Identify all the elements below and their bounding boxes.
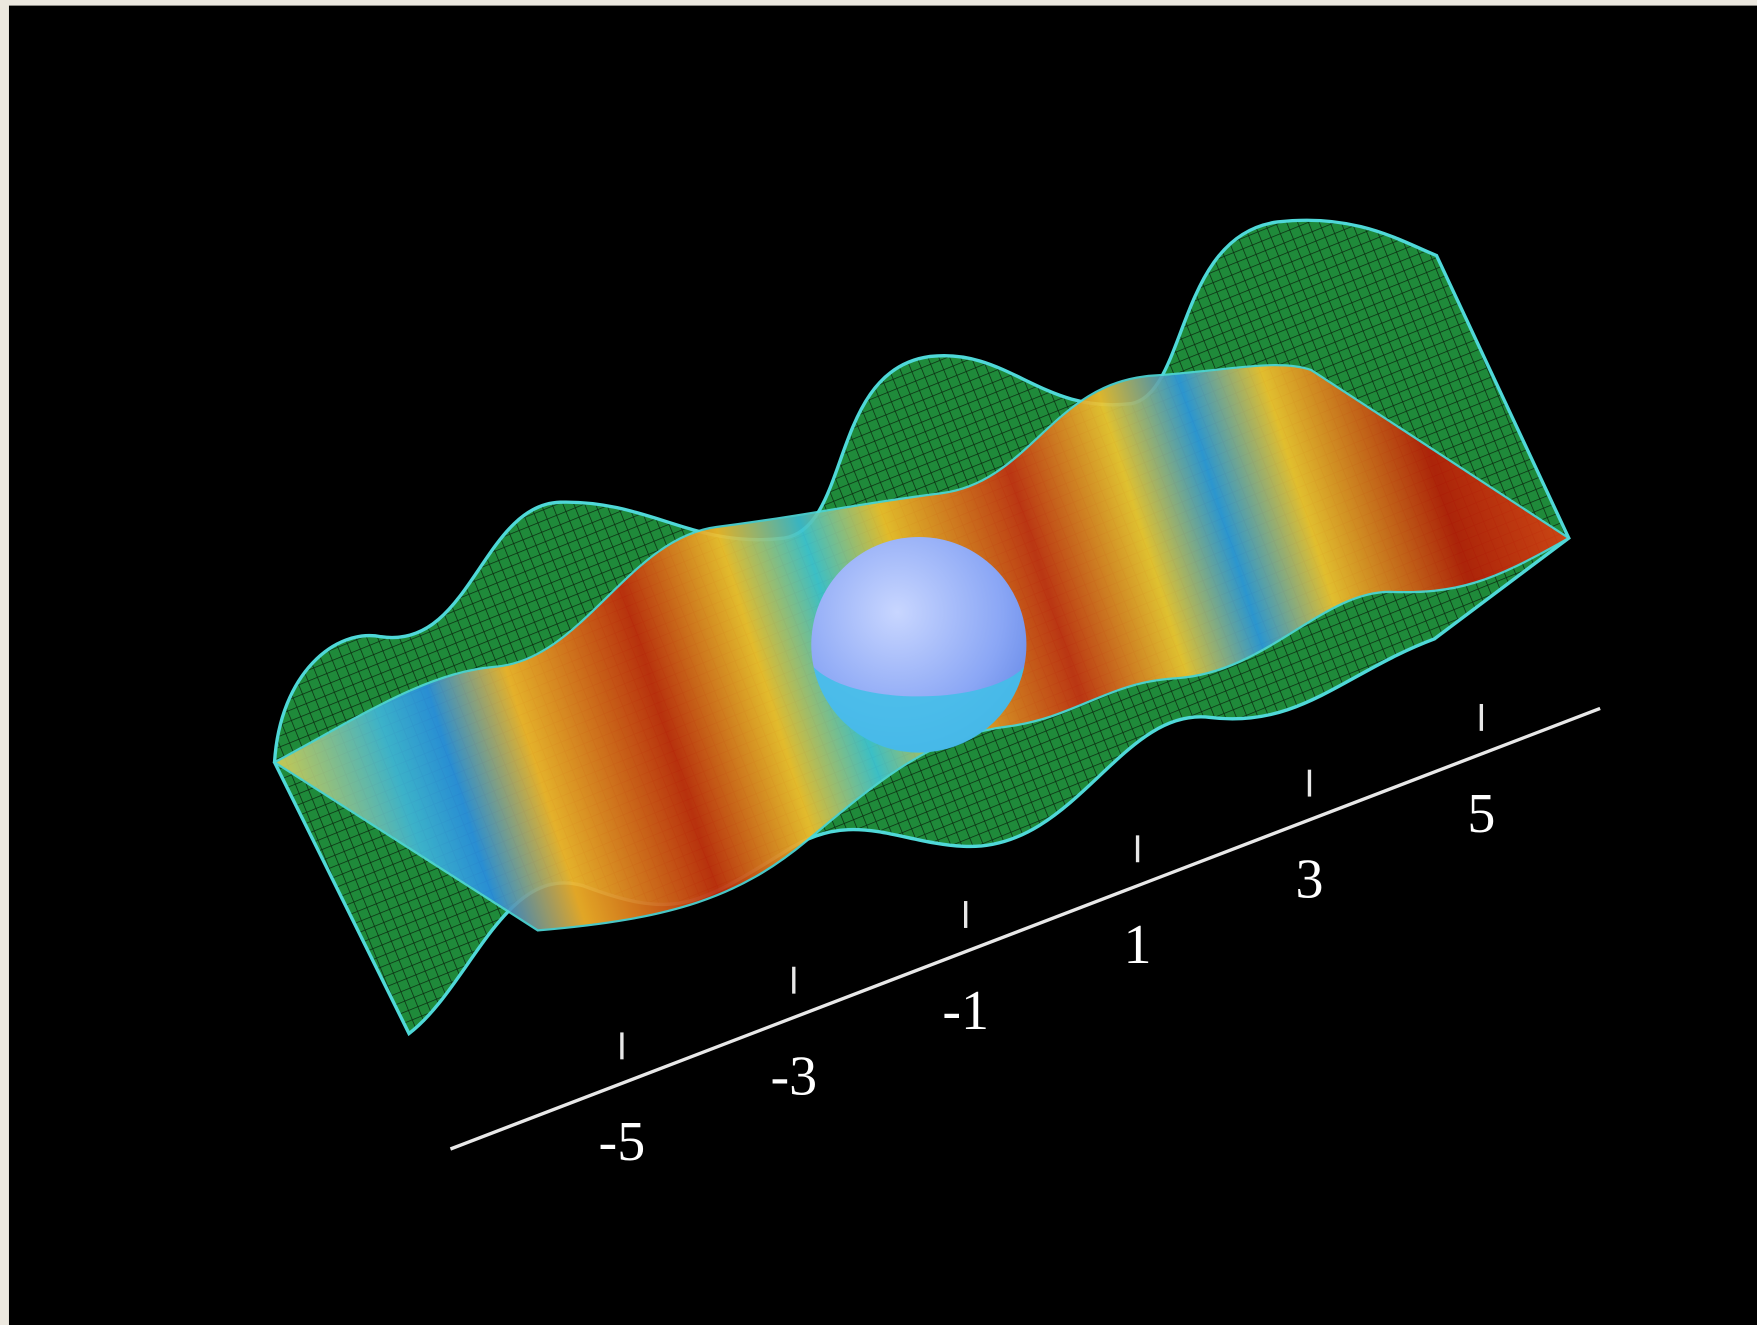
tick-label: 3 [1295, 848, 1323, 910]
tick-label: -5 [599, 1111, 646, 1173]
tick-label: 5 [1467, 783, 1495, 845]
page: -5-3-1135 (() => { const data = JSON.par… [0, 0, 1757, 1325]
visualization: -5 -3 -1 1 3 5 [0, 0, 1757, 1325]
tick-label: -1 [942, 980, 989, 1042]
tick-label: -3 [770, 1046, 817, 1108]
tick-label: 1 [1124, 914, 1152, 976]
